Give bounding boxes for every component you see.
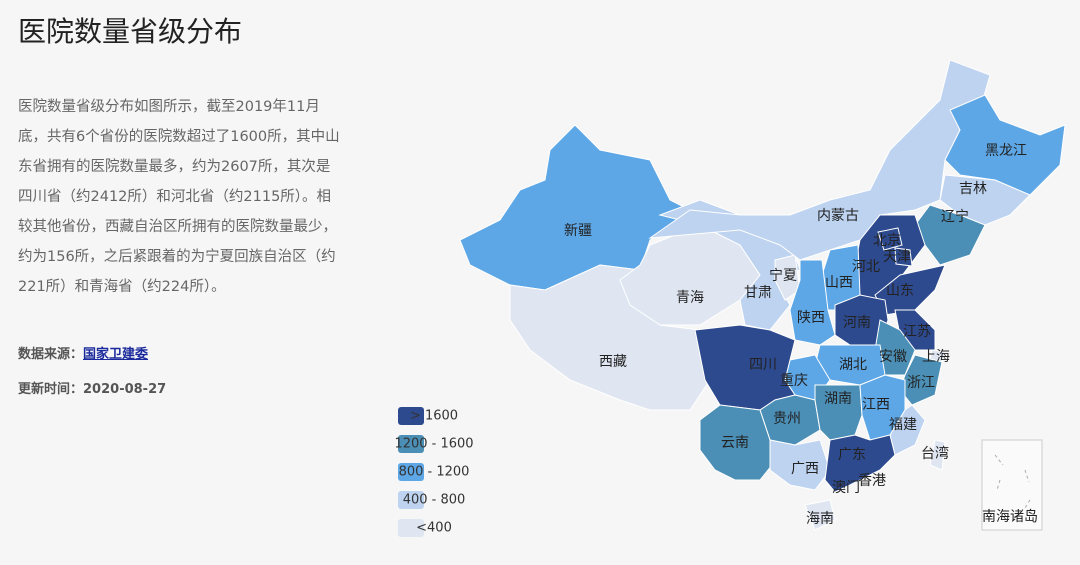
province-label: 云南 [721, 435, 749, 451]
province [804, 499, 836, 531]
source-label: 数据来源： [18, 347, 84, 362]
province-label: 上海 [922, 349, 950, 365]
province-label: 陕西 [797, 310, 825, 326]
source: 数据来源：国家卫建委 [18, 343, 148, 362]
place-label: 南海诸岛 [982, 509, 1038, 525]
province-label: 北京 [873, 233, 901, 249]
province-label: 辽宁 [941, 208, 969, 225]
province-label: 吉林 [959, 181, 987, 197]
province-label: 西藏 [599, 354, 627, 370]
province-label: 甘肃 [744, 285, 772, 301]
updated-label: 更新时间： [18, 382, 84, 397]
province-label: 新疆 [564, 223, 592, 239]
province [929, 439, 946, 471]
inset-box [981, 439, 1043, 531]
province-label: 山东 [886, 283, 914, 299]
province [824, 434, 896, 493]
province-label: 台湾 [921, 445, 949, 462]
inset-islands [994, 454, 1031, 509]
updated: 更新时间：2020-08-27 [18, 378, 166, 397]
province-label: 广西 [791, 461, 819, 477]
province [894, 247, 913, 267]
province-label: 福建 [889, 417, 917, 433]
province-label: 江西 [862, 397, 890, 413]
province [944, 94, 1066, 196]
province-label: 广东 [838, 447, 866, 463]
province [769, 439, 831, 491]
legend-label: 400 - 800 [403, 493, 466, 508]
title: 医院数量省级分布 [18, 15, 243, 48]
place-label: 香港 [858, 473, 886, 489]
province-label: 贵州 [773, 411, 801, 427]
province-label: 天津 [883, 249, 911, 265]
source-link[interactable]: 国家卫建委 [83, 347, 149, 362]
description: 医院数量省级分布如图所示，截至2019年11月底，共有6个省份的医院数超过了16… [18, 99, 340, 295]
province-label: 河北 [852, 259, 880, 275]
updated-value: 2020-08-27 [83, 382, 167, 397]
province [694, 324, 796, 411]
province-label: 黑龙江 [985, 143, 1027, 159]
province-label: 重庆 [780, 373, 808, 389]
province-label: 江苏 [903, 324, 931, 340]
province-label: 海南 [806, 511, 834, 527]
province-label: 安徽 [879, 349, 907, 365]
province-label: 湖北 [839, 357, 867, 373]
legend-swatch [398, 435, 424, 453]
province [939, 174, 1031, 226]
legend-swatch [398, 491, 424, 509]
province-label: 青海 [676, 290, 704, 306]
province-label: 浙江 [907, 375, 935, 391]
province [509, 264, 711, 411]
legend-label: <400 [416, 521, 452, 536]
legend-swatch [398, 519, 424, 537]
province [877, 227, 903, 251]
province-label: 四川 [749, 357, 777, 373]
province-label: 宁夏 [769, 267, 797, 284]
place-label: 澳门 [832, 480, 860, 496]
legend-label: 1200 - 1600 [394, 437, 473, 452]
province-label: 山西 [825, 275, 853, 291]
legend-label: 800 - 1200 [399, 465, 470, 480]
legend-swatch [398, 463, 424, 481]
legend-label: > 1600 [410, 409, 458, 424]
province [774, 254, 801, 301]
province-label: 河南 [843, 315, 871, 331]
province-label: 内蒙古 [817, 208, 859, 224]
province-label: 湖南 [824, 391, 852, 407]
legend-swatch [398, 407, 424, 425]
